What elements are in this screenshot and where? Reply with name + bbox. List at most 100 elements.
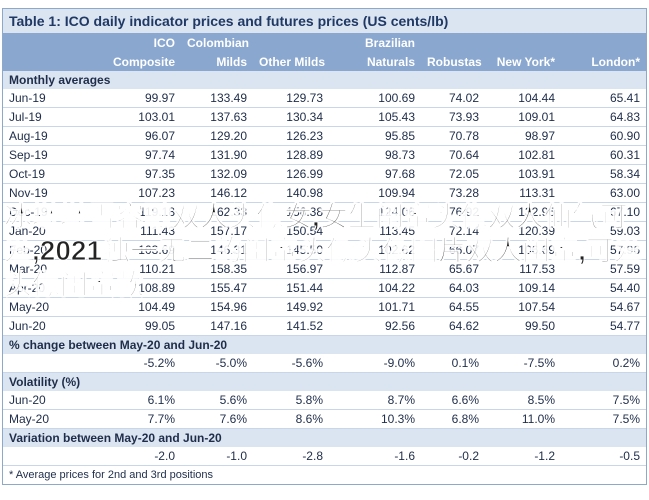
column-header: London* bbox=[561, 52, 646, 71]
cell-value: 59.03 bbox=[561, 221, 646, 241]
cell-value: -9.0% bbox=[329, 354, 421, 373]
column-header: Brazilian bbox=[329, 33, 421, 52]
footnote: * Average prices for 2nd and 3rd positio… bbox=[9, 469, 214, 481]
cell-value: -5.6% bbox=[253, 354, 329, 373]
cell-value: 10.3% bbox=[329, 409, 421, 429]
row-label: Apr-20 bbox=[3, 278, 101, 298]
column-header bbox=[561, 33, 646, 52]
cell-value: 95.85 bbox=[329, 126, 421, 146]
data-row: Nov-19 107.23 146.12 140.98 109.94 73.28 113.3… bbox=[3, 183, 646, 203]
section-title: Volatility (%) bbox=[3, 372, 646, 391]
cell-value: 108.89 bbox=[101, 278, 181, 298]
column-header: Other Milds bbox=[253, 52, 329, 71]
data-row: Oct-19 97.35 132.09 126.99 97.68 72.05 103.91 5… bbox=[3, 164, 646, 184]
cell-value: 140.98 bbox=[253, 183, 329, 203]
cell-value: 100.69 bbox=[329, 89, 421, 108]
cell-value: 120.39 bbox=[485, 221, 561, 241]
cell-value: 74.02 bbox=[421, 89, 485, 108]
cell-value: 8.6% bbox=[253, 409, 329, 429]
column-header: Robustas bbox=[421, 52, 485, 71]
cell-value: 109.14 bbox=[485, 278, 561, 298]
cell-value: 97.35 bbox=[101, 164, 181, 184]
table-title: Table 1: ICO daily indicator prices and … bbox=[3, 9, 646, 33]
row-label: Dec-19 bbox=[3, 202, 101, 222]
column-header: Naturals bbox=[329, 52, 421, 71]
header-cell bbox=[3, 33, 101, 52]
cell-value: 64.03 bbox=[421, 278, 485, 298]
column-header: Milds bbox=[181, 52, 253, 71]
cell-value: 113.45 bbox=[329, 221, 421, 241]
cell-value: 146.12 bbox=[181, 183, 253, 203]
header-cell bbox=[3, 52, 101, 71]
section-row: % change between May-20 and Jun-20 bbox=[3, 335, 646, 354]
row-label: Feb-20 bbox=[3, 240, 101, 260]
section-title: Variation between May-20 and Jun-20 bbox=[3, 428, 646, 447]
section-row: Monthly averages bbox=[3, 71, 646, 89]
cell-value: 103.69 bbox=[101, 240, 181, 260]
cell-value: 102.62 bbox=[329, 240, 421, 260]
cell-value: 158.35 bbox=[181, 259, 253, 279]
cell-value: -0.5 bbox=[561, 447, 646, 466]
cell-value: 126.99 bbox=[253, 164, 329, 184]
cell-value: 128.89 bbox=[253, 145, 329, 165]
cell-value: 73.28 bbox=[421, 183, 485, 203]
cell-value: 57.59 bbox=[561, 259, 646, 279]
section-row: Volatility (%) bbox=[3, 372, 646, 391]
data-row: Dec-19 119.18 162.33 156.38 124.06 76.92 132.9… bbox=[3, 202, 646, 222]
data-row: -5.2% -5.0% -5.6% -9.0% 0.1% -7.5% 0.2% bbox=[3, 354, 646, 373]
cell-value: 102.81 bbox=[485, 145, 561, 165]
cell-value: -1.2 bbox=[485, 447, 561, 466]
cell-value: 60.90 bbox=[561, 126, 646, 146]
cell-value: 97.74 bbox=[101, 145, 181, 165]
cell-value: 130.34 bbox=[253, 107, 329, 127]
data-row: May-20 104.49 154.96 149.92 101.71 64.55 107.5… bbox=[3, 297, 646, 317]
row-label: May-20 bbox=[3, 409, 101, 429]
cell-value: 133.49 bbox=[181, 89, 253, 108]
cell-value: 111.43 bbox=[101, 221, 181, 241]
cell-value: 129.20 bbox=[181, 126, 253, 146]
cell-value: 151.44 bbox=[253, 278, 329, 298]
data-row: Jul-19 103.01 137.63 130.34 105.43 73.93 109.0… bbox=[3, 107, 646, 127]
cell-value: 7.6% bbox=[181, 409, 253, 429]
cell-value: 162.33 bbox=[181, 202, 253, 222]
column-header: Colombian bbox=[181, 33, 253, 52]
cell-value: -7.5% bbox=[485, 354, 561, 373]
cell-value: 101.71 bbox=[329, 297, 421, 317]
row-label: Jun-20 bbox=[3, 316, 101, 336]
cell-value: 150.54 bbox=[253, 221, 329, 241]
cell-value: 106.69 bbox=[485, 240, 561, 260]
cell-value: 104.22 bbox=[329, 278, 421, 298]
header-row: Composite Milds Other Milds Naturals Robusta… bbox=[3, 52, 646, 71]
data-row: Jun-19 99.97 133.49 129.73 100.69 74.02 104.44… bbox=[3, 89, 646, 108]
table-panel: Table 1: ICO daily indicator prices and … bbox=[2, 8, 647, 485]
cell-value: 54.40 bbox=[561, 278, 646, 298]
cell-value: 65.41 bbox=[561, 89, 646, 108]
cell-value: 126.23 bbox=[253, 126, 329, 146]
cell-value: -2.0 bbox=[101, 447, 181, 466]
cell-value: 105.43 bbox=[329, 107, 421, 127]
section-title: % change between May-20 and Jun-20 bbox=[3, 335, 646, 354]
data-row: Sep-19 97.74 131.90 128.89 98.73 70.64 102.81 6… bbox=[3, 145, 646, 165]
price-table: ICO Colombian Brazilian Composite Milds Other… bbox=[3, 33, 646, 484]
cell-value: 157.17 bbox=[181, 221, 253, 241]
section-title: Monthly averages bbox=[3, 71, 646, 89]
cell-value: 145.50 bbox=[253, 240, 329, 260]
cell-value: 109.94 bbox=[329, 183, 421, 203]
cell-value: -2.8 bbox=[253, 447, 329, 466]
cell-value: 129.73 bbox=[253, 89, 329, 108]
cell-value: 6.6% bbox=[421, 391, 485, 410]
row-label: May-20 bbox=[3, 297, 101, 317]
cell-value: 7.7% bbox=[101, 409, 181, 429]
cell-value: 98.97 bbox=[485, 126, 561, 146]
cell-value: 0.1% bbox=[421, 354, 485, 373]
cell-value: 103.01 bbox=[101, 107, 181, 127]
cell-value: 156.38 bbox=[253, 202, 329, 222]
cell-value: 54.77 bbox=[561, 316, 646, 336]
cell-value: 156.97 bbox=[253, 259, 329, 279]
cell-value: 66.07 bbox=[421, 240, 485, 260]
cell-value: 124.06 bbox=[329, 202, 421, 222]
data-row: Jun-20 99.05 147.16 141.52 92.56 64.62 99.50 54… bbox=[3, 316, 646, 336]
row-label: Oct-19 bbox=[3, 164, 101, 184]
column-header: ICO bbox=[101, 33, 181, 52]
